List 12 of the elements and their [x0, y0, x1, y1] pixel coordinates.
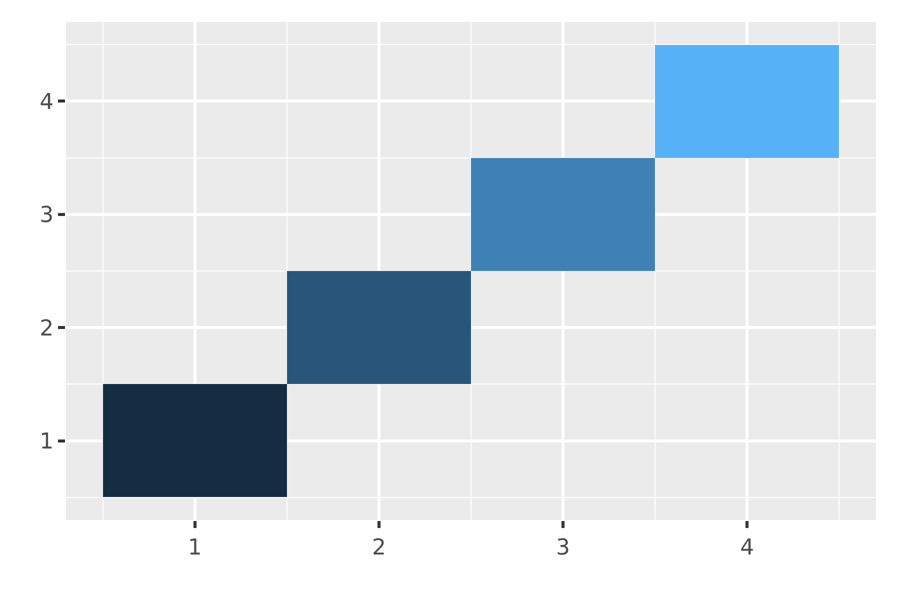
x-tick-label: 4	[740, 535, 754, 560]
x-tick-label: 1	[188, 535, 202, 560]
x-tick-label: 3	[556, 535, 570, 560]
x-tick-label: 2	[372, 535, 386, 560]
y-tick-label: 3	[40, 203, 54, 228]
y-tick-label: 2	[40, 316, 54, 342]
bar	[287, 271, 471, 384]
y-tick-label: 1	[40, 429, 54, 454]
bar	[655, 45, 839, 158]
bar	[471, 158, 655, 271]
bar	[103, 384, 287, 497]
y-tick-label: 4	[40, 90, 54, 115]
